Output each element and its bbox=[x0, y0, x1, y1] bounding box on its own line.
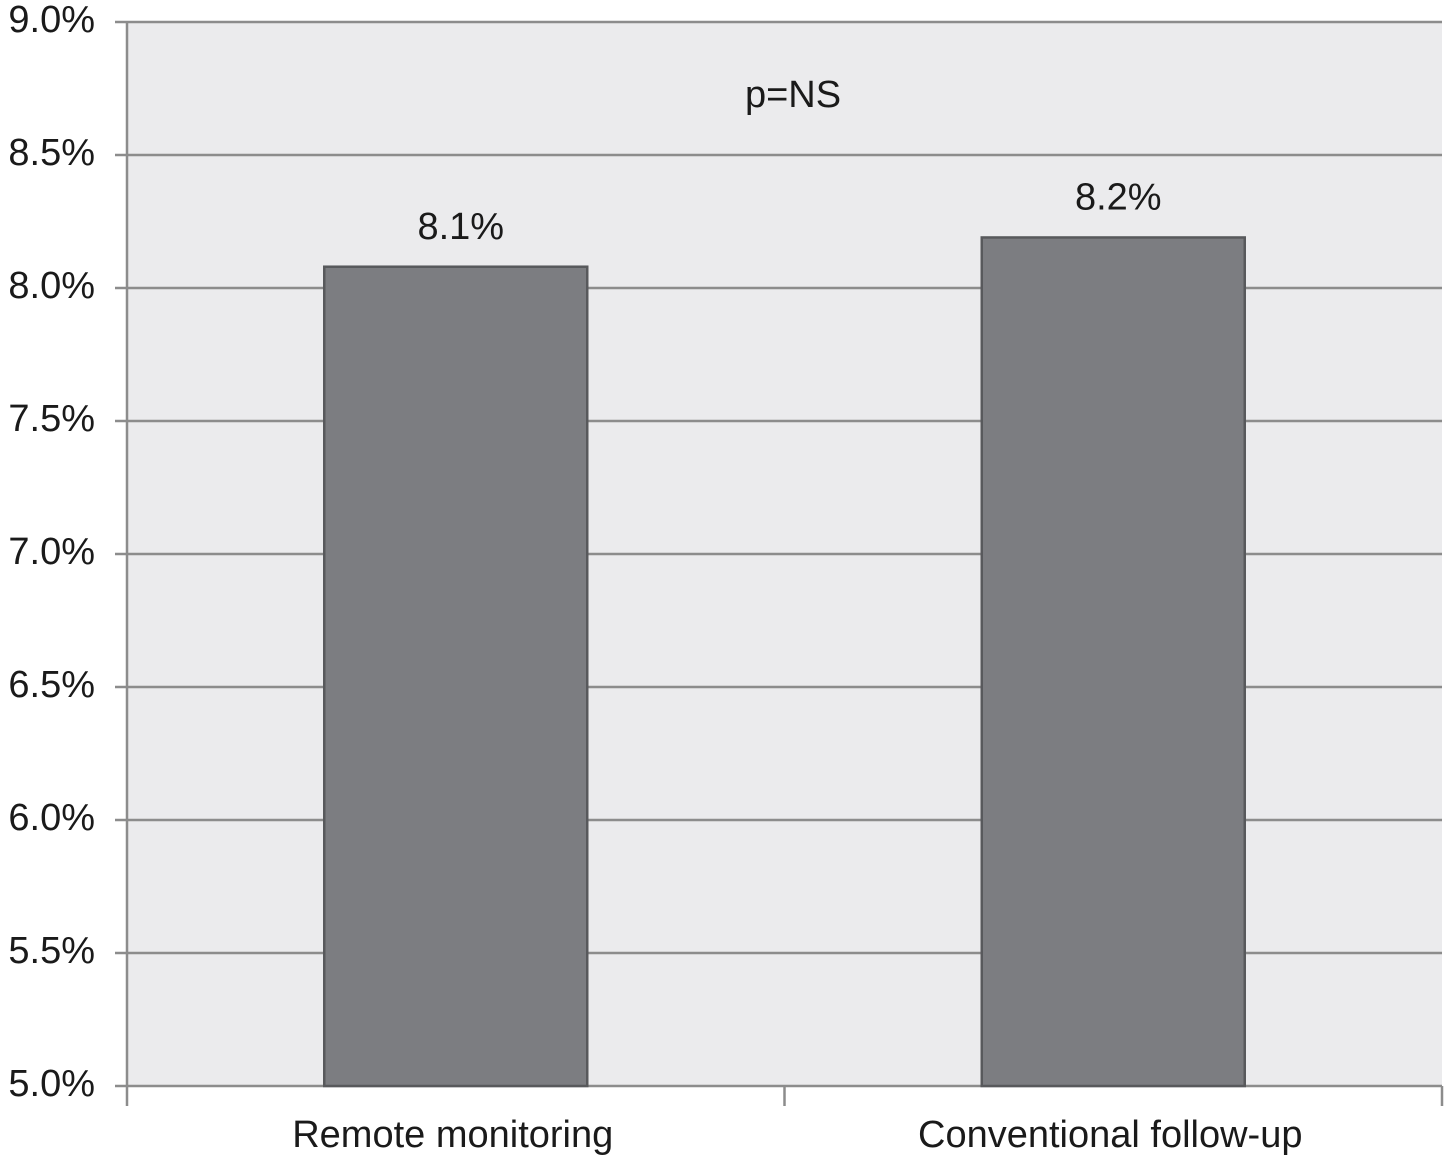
y-tick-label: 7.5% bbox=[8, 398, 95, 440]
bar bbox=[323, 265, 589, 1088]
bar bbox=[980, 236, 1246, 1088]
y-tick-label: 6.0% bbox=[8, 797, 95, 839]
y-tick-label: 5.0% bbox=[8, 1063, 95, 1105]
annotation: p=NS bbox=[745, 74, 841, 116]
y-tick-label: 8.0% bbox=[8, 265, 95, 307]
x-tick-label: Conventional follow-up bbox=[918, 1114, 1302, 1156]
x-tick-label: Remote monitoring bbox=[292, 1114, 613, 1156]
y-tick-label: 6.5% bbox=[8, 664, 95, 706]
value-label: 8.1% bbox=[417, 206, 504, 248]
y-tick-label: 8.5% bbox=[8, 132, 95, 174]
y-tick-label: 7.0% bbox=[8, 531, 95, 573]
y-tick-label: 5.5% bbox=[8, 930, 95, 972]
value-label: 8.2% bbox=[1075, 176, 1162, 218]
y-tick-label: 9.0% bbox=[8, 0, 95, 41]
